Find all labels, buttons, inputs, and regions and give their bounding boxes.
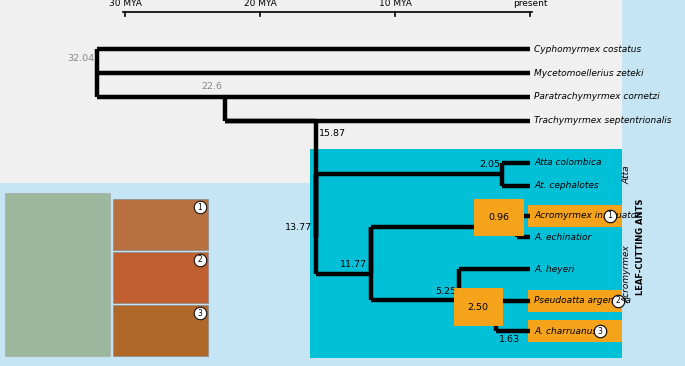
Bar — [310, 188, 622, 358]
Bar — [113, 252, 208, 303]
Text: Acromyrmex: Acromyrmex — [623, 244, 632, 303]
Text: 1: 1 — [608, 212, 612, 220]
Text: 22.6: 22.6 — [201, 82, 222, 91]
Bar — [310, 149, 622, 200]
Text: present: present — [513, 0, 547, 8]
Text: 2.05: 2.05 — [479, 160, 500, 169]
Text: 2.50: 2.50 — [468, 303, 489, 311]
Bar — [528, 320, 622, 342]
Text: 1.63: 1.63 — [499, 335, 521, 344]
Text: Pseudoatta argentina: Pseudoatta argentina — [534, 296, 631, 305]
Text: A. heyeri: A. heyeri — [534, 265, 575, 273]
Bar — [113, 305, 208, 356]
Text: 10 MYA: 10 MYA — [379, 0, 412, 8]
Bar — [5, 193, 110, 356]
Text: 13.77: 13.77 — [285, 223, 312, 232]
Bar — [0, 183, 685, 366]
Text: Cyphomyrmex costatus: Cyphomyrmex costatus — [534, 45, 641, 54]
Text: LEAF-CUTTING ANTS: LEAF-CUTTING ANTS — [636, 199, 645, 295]
Bar — [528, 205, 622, 227]
Text: 11.77: 11.77 — [340, 259, 367, 269]
Text: A. charruanus: A. charruanus — [534, 327, 597, 336]
Text: At. cephalotes: At. cephalotes — [534, 182, 599, 190]
Text: 30 MYA: 30 MYA — [108, 0, 141, 8]
Bar — [622, 0, 685, 366]
Text: A. echinatior: A. echinatior — [534, 233, 591, 242]
Text: 15.87: 15.87 — [319, 129, 346, 138]
Text: Trachymyrmex septentrionalis: Trachymyrmex septentrionalis — [534, 116, 671, 125]
Text: Atta: Atta — [623, 165, 632, 184]
Bar — [0, 0, 685, 183]
Text: 1: 1 — [198, 202, 202, 212]
Text: Acromyrmex insinuator: Acromyrmex insinuator — [534, 212, 640, 220]
Text: 2: 2 — [616, 296, 621, 305]
Text: 2: 2 — [198, 255, 202, 265]
Text: Paratrachymyrmex cornetzi: Paratrachymyrmex cornetzi — [534, 93, 660, 101]
Text: Atta colombica: Atta colombica — [534, 158, 601, 167]
Text: 0.96: 0.96 — [488, 213, 510, 222]
Bar — [113, 199, 208, 250]
Text: Mycetomoellerius zeteki: Mycetomoellerius zeteki — [534, 69, 643, 78]
Text: 32.04: 32.04 — [67, 55, 95, 63]
Text: 5.25: 5.25 — [435, 287, 456, 296]
Bar — [528, 290, 622, 312]
Text: 3: 3 — [597, 327, 602, 336]
Text: 3: 3 — [197, 309, 203, 317]
Text: 20 MYA: 20 MYA — [244, 0, 276, 8]
Bar — [310, 202, 622, 344]
